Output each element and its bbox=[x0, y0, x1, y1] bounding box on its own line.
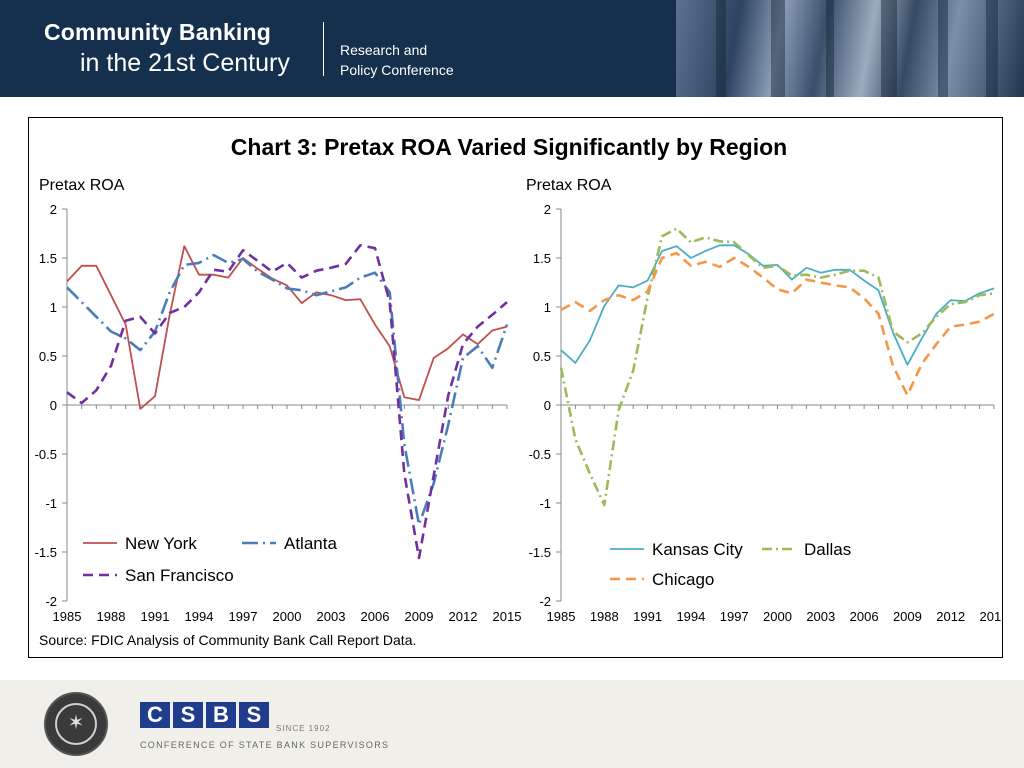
chart1-y-tick-label: 0.5 bbox=[39, 349, 57, 364]
chart1-legend-label: San Francisco bbox=[125, 566, 234, 585]
chart2-y-tick-label: -2 bbox=[539, 594, 551, 609]
csbs-logo-s1: S bbox=[173, 702, 203, 728]
chart1-x-tick-label: 1985 bbox=[53, 609, 82, 624]
chart1-y-tick-label: -2 bbox=[45, 594, 57, 609]
chart1-y-tick-label: -0.5 bbox=[35, 447, 57, 462]
chart2-y-tick-label: -0.5 bbox=[529, 447, 551, 462]
chart-svg: Chart 3: Pretax ROA Varied Significantly… bbox=[35, 134, 1009, 648]
conference-title-line2: in the 21st Century bbox=[80, 49, 290, 77]
chart1-y-tick-label: 0 bbox=[50, 398, 57, 413]
csbs-logo-b: B bbox=[206, 702, 236, 728]
since-text: SINCE 1902 bbox=[276, 724, 331, 733]
chart-source: Source: FDIC Analysis of Community Bank … bbox=[39, 632, 416, 648]
chart-frame: Chart 3: Pretax ROA Varied Significantly… bbox=[28, 117, 1009, 658]
chart1-legend-label: Atlanta bbox=[284, 534, 337, 553]
header-divider bbox=[323, 22, 324, 76]
chart2-x-tick-label: 1994 bbox=[676, 609, 705, 624]
chart2-y-tick-label: -1.5 bbox=[529, 545, 551, 560]
chart2-y-tick-label: 0.5 bbox=[533, 349, 551, 364]
chart1-x-tick-label: 1988 bbox=[97, 609, 126, 624]
left-ylabel: Pretax ROA bbox=[39, 177, 125, 194]
chart-title: Chart 3: Pretax ROA Varied Significantly… bbox=[231, 134, 787, 160]
chart2-series-line-kansas-city bbox=[560, 244, 995, 366]
chart1-y-tick-label: -1 bbox=[45, 496, 57, 511]
chart2-y-tick-label: 2 bbox=[544, 202, 551, 217]
chart2-series-line-dallas bbox=[559, 227, 995, 507]
csbs-logo-c: C bbox=[140, 702, 170, 728]
csbs-logo-s2: S bbox=[239, 702, 269, 728]
chart1-y-tick-label: -1.5 bbox=[35, 545, 57, 560]
chart2-y-tick-label: -1 bbox=[539, 496, 551, 511]
chart2-x-tick-label: 2006 bbox=[850, 609, 879, 624]
subtitle-line2: Policy Conference bbox=[340, 62, 454, 78]
chart2-x-tick-label: 1985 bbox=[547, 609, 576, 624]
conference-subtitle: Research and Policy Conference bbox=[340, 40, 454, 80]
chart2-x-tick-label: 2003 bbox=[806, 609, 835, 624]
chart1-x-tick-label: 2009 bbox=[405, 609, 434, 624]
chart1-x-tick-label: 1994 bbox=[185, 609, 214, 624]
right-ylabel: Pretax ROA bbox=[526, 177, 612, 194]
chart1-x-tick-label: 2000 bbox=[273, 609, 302, 624]
chart1-x-tick-label: 1997 bbox=[229, 609, 258, 624]
chart2-x-tick-label: 2012 bbox=[936, 609, 965, 624]
federal-reserve-seal-icon: ✶ bbox=[44, 692, 108, 756]
chart1-x-tick-label: 1991 bbox=[141, 609, 170, 624]
chart1-x-tick-label: 2015 bbox=[493, 609, 522, 624]
chart2-x-tick-label: 2015 bbox=[980, 609, 1002, 624]
chart2-x-tick-label: 2000 bbox=[763, 609, 792, 624]
chart2-x-tick-label: 2009 bbox=[893, 609, 922, 624]
chart2-x-tick-label: 1988 bbox=[590, 609, 619, 624]
chart1-series-line-new-york bbox=[66, 245, 508, 410]
org-name: CONFERENCE OF STATE BANK SUPERVISORS bbox=[140, 740, 390, 750]
chart2-legend-label: Chicago bbox=[652, 570, 714, 589]
chart2-legend-label: Kansas City bbox=[652, 540, 743, 559]
chart1-series-line-san-francisco bbox=[66, 244, 508, 560]
subtitle-line1: Research and bbox=[340, 42, 428, 58]
chart2-y-tick-label: 1.5 bbox=[533, 251, 551, 266]
chart2-series-line-chicago bbox=[560, 251, 995, 397]
chart1-x-tick-label: 2003 bbox=[317, 609, 346, 624]
chart2-legend-label: Dallas bbox=[804, 540, 851, 559]
chart1-x-tick-label: 2006 bbox=[361, 609, 390, 624]
chart2-x-tick-label: 1997 bbox=[720, 609, 749, 624]
chart1-y-tick-label: 2 bbox=[50, 202, 57, 217]
chart1-series-line-atlanta bbox=[66, 253, 509, 526]
building-photo bbox=[676, 0, 1024, 97]
header-banner: Community Banking in the 21st Century Re… bbox=[0, 0, 1024, 97]
chart1-y-tick-label: 1.5 bbox=[39, 251, 57, 266]
conference-title-line1: Community Banking bbox=[44, 19, 272, 45]
chart1-x-tick-label: 2012 bbox=[449, 609, 478, 624]
chart1-legend-label: New York bbox=[125, 534, 197, 553]
chart1-y-tick-label: 1 bbox=[50, 300, 57, 315]
chart2-x-tick-label: 1991 bbox=[633, 609, 662, 624]
chart2-y-tick-label: 0 bbox=[544, 398, 551, 413]
footer-bar bbox=[0, 680, 1024, 768]
chart2-y-tick-label: 1 bbox=[544, 300, 551, 315]
